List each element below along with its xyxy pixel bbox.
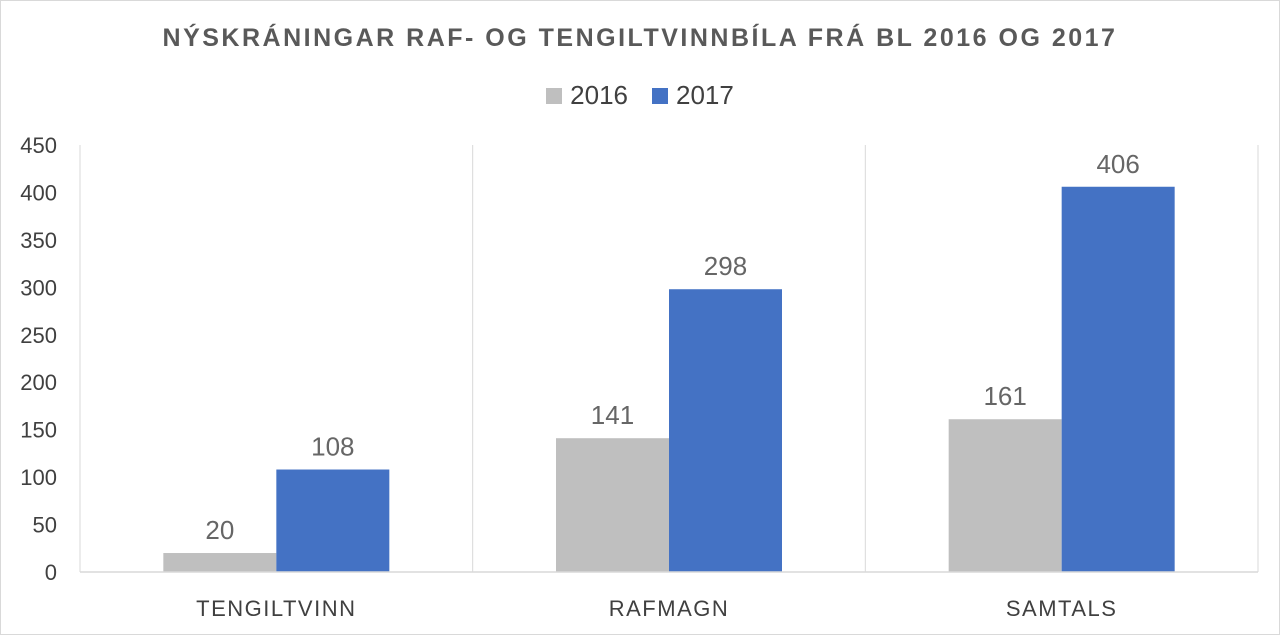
y-tick-label-0: 0 [45,560,57,585]
data-label-rafmagn-2016: 141 [591,400,634,430]
legend: 2016 2017 [0,80,1280,111]
legend-item-2016: 2016 [546,80,628,111]
data-label-samtals-2016: 161 [983,381,1026,411]
legend-item-2017: 2017 [652,80,734,111]
y-tick-label-250: 250 [20,323,57,348]
legend-swatch-2016 [546,87,563,104]
bar-rafmagn-2017 [669,289,782,572]
category-label-samtals: SAMTALS [1006,596,1118,621]
category-label-rafmagn: RAFMAGN [609,596,730,621]
legend-label-2017: 2017 [676,80,734,110]
chart-title: NÝSKRÁNINGAR RAF- OG TENGILTVINNBÍLA FRÁ… [162,24,1118,52]
data-label-tengiltvinn-2017: 108 [311,432,354,462]
y-tick-label-50: 50 [33,513,57,538]
category-label-tengiltvinn: TENGILTVINN [196,596,356,621]
bar-rafmagn-2016 [556,438,669,572]
y-tick-label-450: 450 [20,133,57,158]
data-label-samtals-2017: 406 [1096,149,1139,179]
y-tick-label-100: 100 [20,465,57,490]
data-label-rafmagn-2017: 298 [704,251,747,281]
y-tick-label-400: 400 [20,180,57,205]
bar-tengiltvinn-2016 [163,553,277,572]
legend-label-2016: 2016 [570,80,628,110]
y-tick-label-150: 150 [20,418,57,443]
bar-samtals-2016 [948,419,1062,572]
y-tick-label-200: 200 [20,370,57,395]
bar-samtals-2017 [1061,186,1175,573]
y-tick-label-300: 300 [20,275,57,300]
data-label-tengiltvinn-2016: 20 [205,515,234,545]
bar-tengiltvinn-2017 [276,469,390,572]
legend-swatch-2017 [652,87,668,104]
y-tick-label-350: 350 [20,228,57,253]
